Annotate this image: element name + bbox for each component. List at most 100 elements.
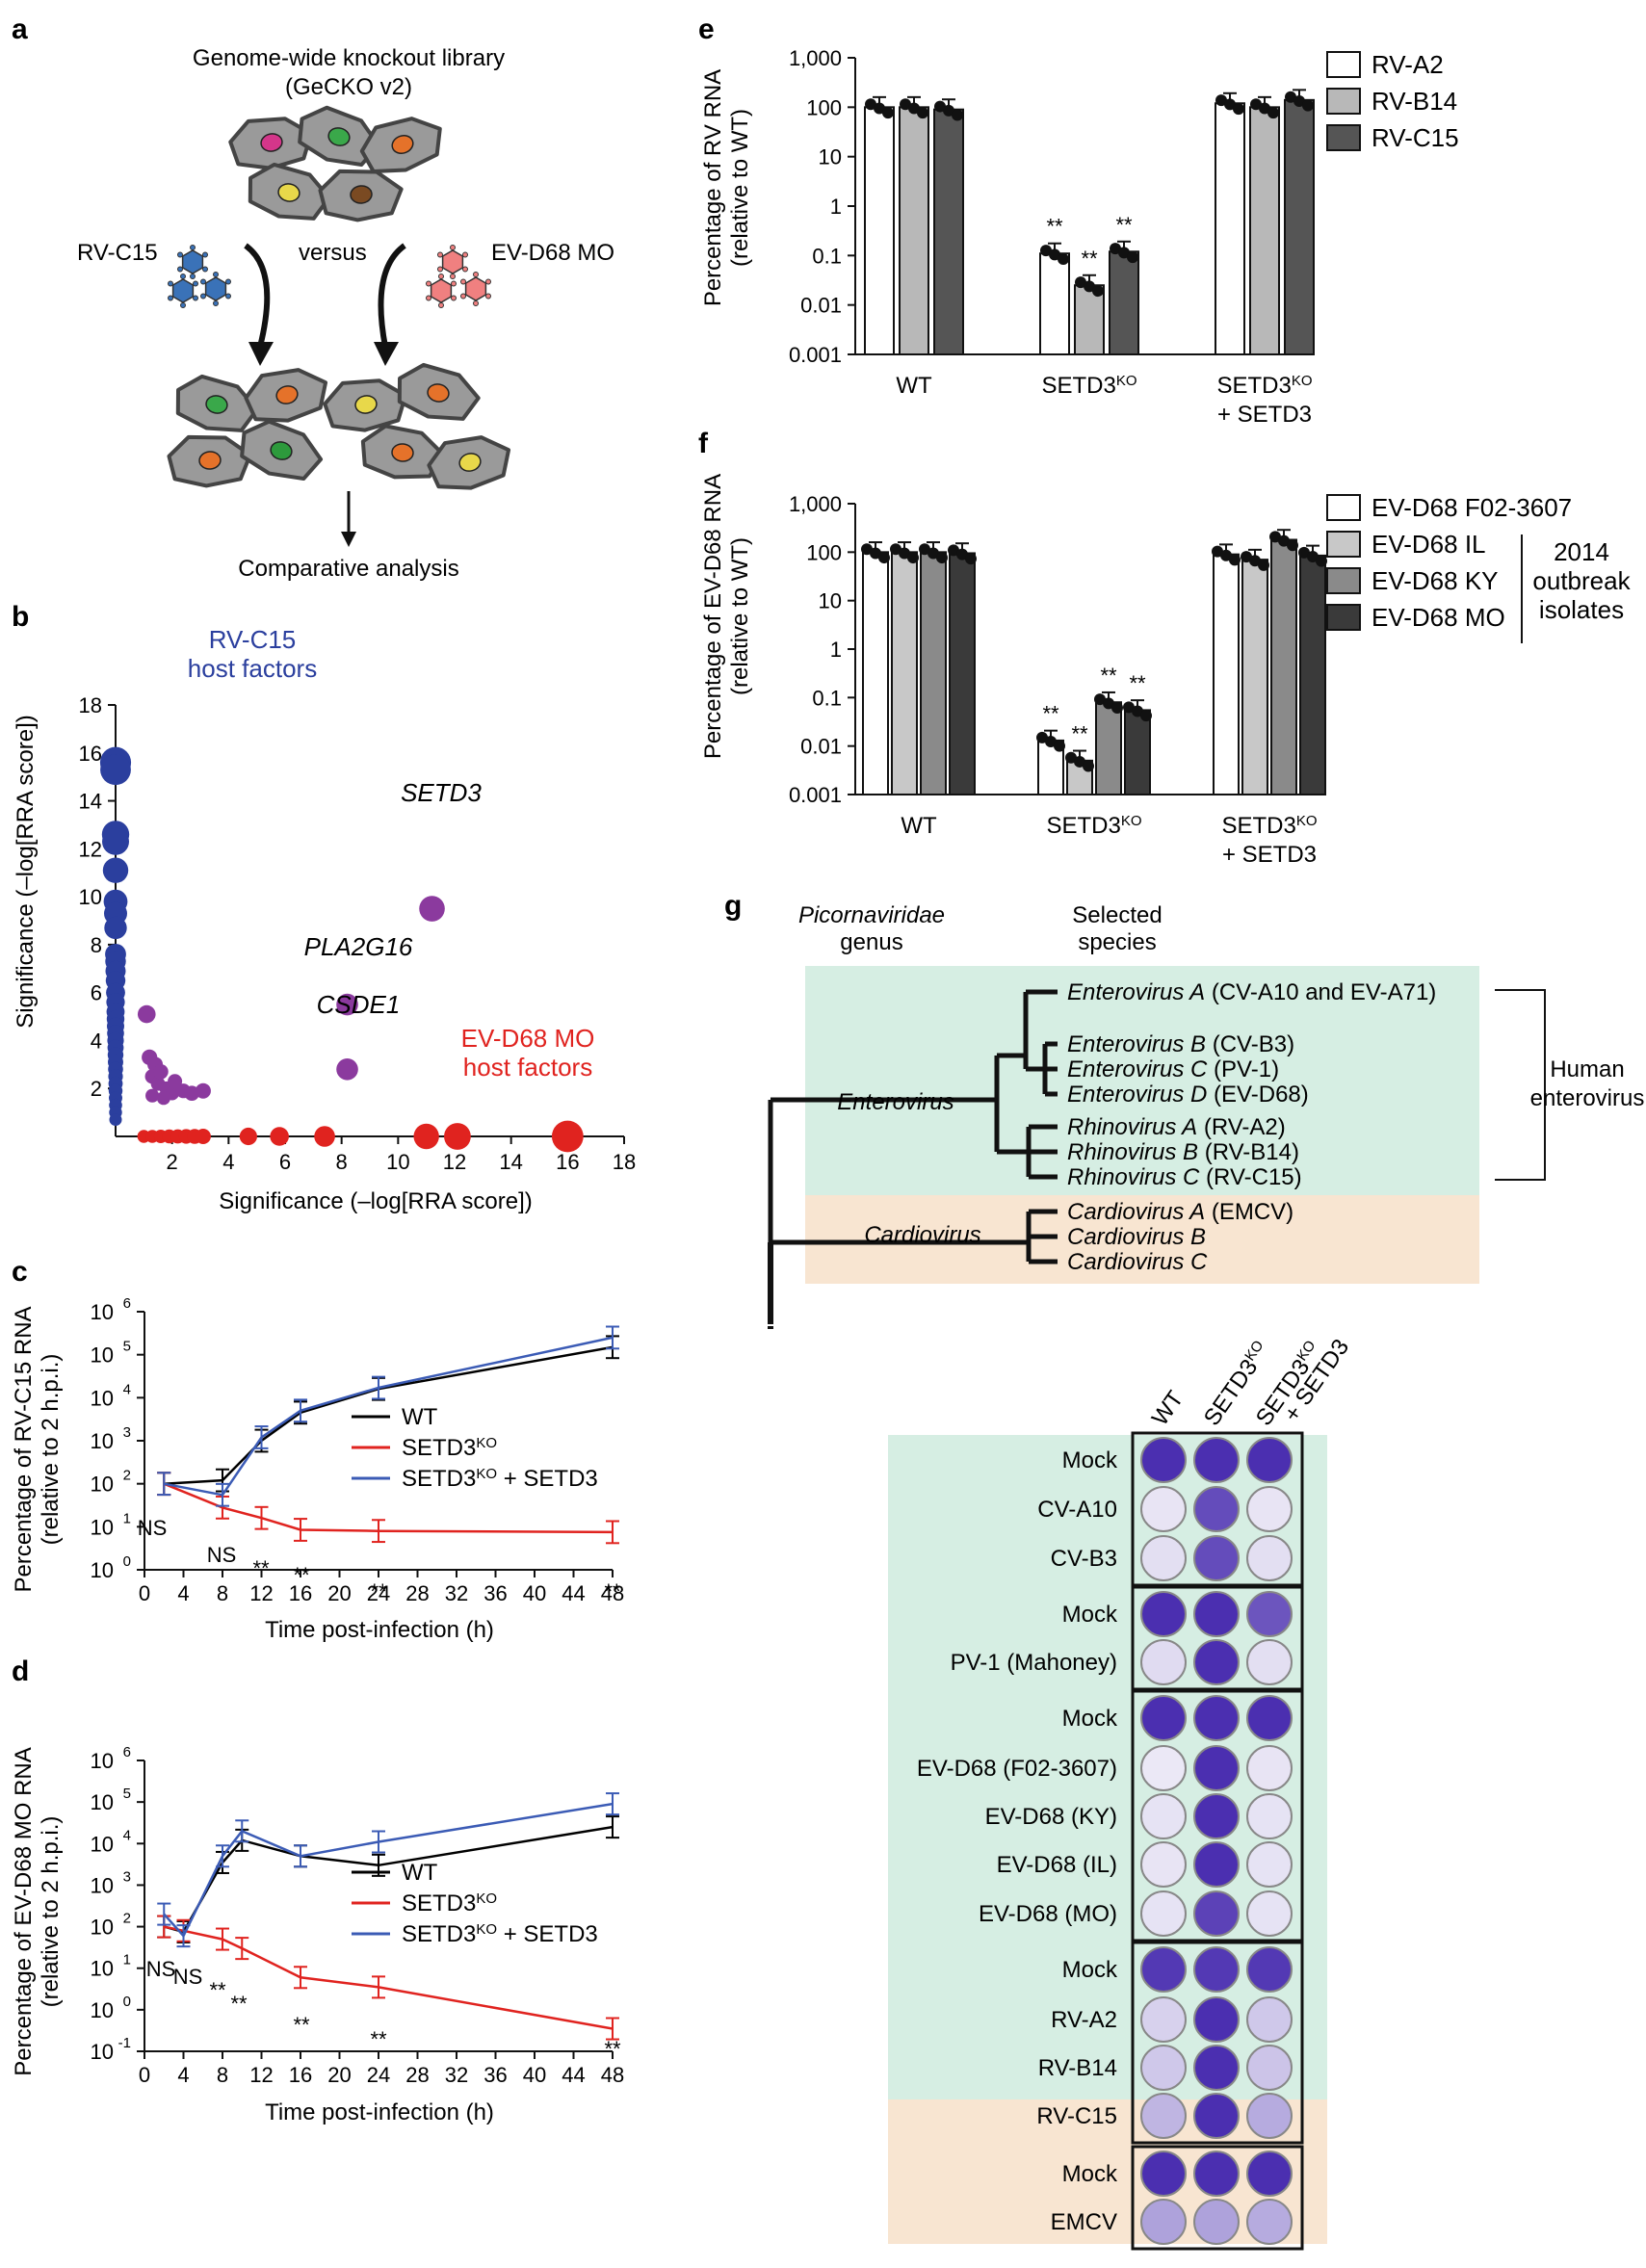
replicate-dot <box>1267 107 1279 119</box>
replicate-dot <box>1049 248 1060 261</box>
significance-label: ** <box>1042 702 1059 726</box>
plate-well <box>1246 1437 1293 1483</box>
y-tick-label: 1 <box>830 195 842 219</box>
plate-row-label: EV-D68 (F02-3607) <box>917 1756 1117 1782</box>
legend-label: EV-D68 MO <box>1372 603 1505 632</box>
plate-well <box>1140 1793 1187 1839</box>
legend-label: EV-D68 F02-3607 <box>1372 493 1572 522</box>
x-tick-label: 8 <box>336 1150 348 1174</box>
virion-capsid <box>204 276 227 301</box>
x-tick-label: 8 <box>217 1581 228 1605</box>
plate-column-label: WT <box>1147 1386 1189 1430</box>
species-label: Rhinovirus B (RV-B14) <box>1067 1139 1299 1165</box>
species-label: Cardiovirus B <box>1067 1224 1206 1250</box>
replicate-dot <box>943 104 954 117</box>
plate-well <box>1140 1591 1187 1637</box>
y-tick-label: 10 <box>819 589 842 613</box>
replicate-dot <box>1220 549 1232 561</box>
rv-host-factors-label: RV-C15 <box>209 625 297 654</box>
legend-label: EV-D68 IL <box>1372 530 1486 559</box>
cell-icon <box>175 374 259 432</box>
cell-nucleus <box>427 383 450 403</box>
group-label: WT <box>901 813 937 839</box>
legend-label: SETD3KO <box>402 1435 497 1462</box>
y-tick-label: 10 <box>91 1515 114 1539</box>
y-tick-label: 10 <box>91 1473 114 1497</box>
human-enterovirus-label: Human <box>1550 1056 1624 1082</box>
replicate-dot <box>900 98 911 111</box>
replicate-dot <box>1316 555 1327 567</box>
x-tick-label: 12 <box>249 2063 273 2087</box>
virion-spike <box>180 302 186 308</box>
virion-spike <box>177 266 183 273</box>
virion-spike <box>213 300 219 306</box>
legend-swatch <box>1326 494 1361 521</box>
virion-spike <box>462 251 468 258</box>
y-tick-label: 10 <box>79 885 102 909</box>
ev-host-factors-label-2: host factors <box>463 1053 592 1082</box>
x-tick-label: 48 <box>601 2063 624 2087</box>
selection-arrow-left <box>244 243 271 348</box>
replicate-dot <box>1258 559 1269 571</box>
replicate-dot <box>1065 751 1077 764</box>
plate-row-label: Mock <box>1062 2161 1118 2187</box>
virion-spike <box>177 251 183 258</box>
x-tick-label: 12 <box>249 1581 273 1605</box>
virion-spike <box>426 295 431 301</box>
ev-d68-virions-icon <box>426 245 491 308</box>
legend-label: SETD3KO + SETD3 <box>402 1921 598 1948</box>
bar <box>920 551 947 795</box>
virion-spike <box>213 272 219 277</box>
plate-well <box>1193 2199 1240 2245</box>
cell-nucleus <box>354 395 378 414</box>
plate-well <box>1140 2045 1187 2091</box>
plate-well <box>1246 1745 1293 1791</box>
library-subtitle: (GeCKO v2) <box>285 74 412 100</box>
panel-a: a Genome-wide knockout library (GeCKO v2… <box>12 13 614 582</box>
panel-f: f 0.001 0.01 0.1 1 10 100 1,000 WT ** ** ** ** SETD3… <box>698 428 1632 868</box>
bar <box>1074 284 1105 355</box>
cell-cluster-left <box>167 368 328 488</box>
y-tick-label: 8 <box>91 933 102 957</box>
replicate-dot <box>1083 760 1094 772</box>
cell-icon <box>248 162 331 221</box>
scatter-point <box>270 1127 289 1146</box>
panel-e: e 0.001 0.01 0.1 1 10 100 1,000 WT ** ** ** SETD3KO… <box>698 13 1459 428</box>
virion-spike <box>438 274 444 279</box>
x-tick-label: 48 <box>601 1581 624 1605</box>
plate-well <box>1140 1437 1187 1483</box>
y-tick-exponent: 4 <box>123 1381 131 1397</box>
bar <box>1039 252 1070 355</box>
legend-swatch <box>1326 88 1361 115</box>
plate-frame <box>1131 1431 1304 1587</box>
plate-well <box>1140 1695 1187 1741</box>
y-tick-exponent: 5 <box>123 1786 131 1802</box>
replicate-dot <box>928 547 939 560</box>
scatter-point <box>109 1113 122 1127</box>
virion-spike <box>200 293 206 300</box>
scatter-point <box>444 1123 471 1150</box>
bar <box>1095 701 1122 795</box>
panel-g-letter: g <box>724 890 742 922</box>
series-line <box>163 1825 614 1934</box>
replicate-dot <box>1054 740 1065 752</box>
cell-nucleus <box>391 134 414 155</box>
plate-well <box>1193 2151 1240 2197</box>
y-tick-label: 1 <box>830 638 842 662</box>
replicate-dot <box>1075 276 1086 289</box>
x-tick-label: 0 <box>139 2063 150 2087</box>
panel-e-letter: e <box>698 13 715 45</box>
replicate-dot <box>1074 755 1085 768</box>
significance-label: ** <box>1071 722 1088 746</box>
x-tick-label: 32 <box>445 2063 468 2087</box>
significance-label: ** <box>1100 664 1117 688</box>
replicate-dot <box>917 107 928 119</box>
species-label: Cardiovirus A (EMCV) <box>1067 1199 1293 1225</box>
virion-icon <box>437 245 468 279</box>
plate-row-label: PV-1 (Mahoney) <box>951 1650 1117 1676</box>
